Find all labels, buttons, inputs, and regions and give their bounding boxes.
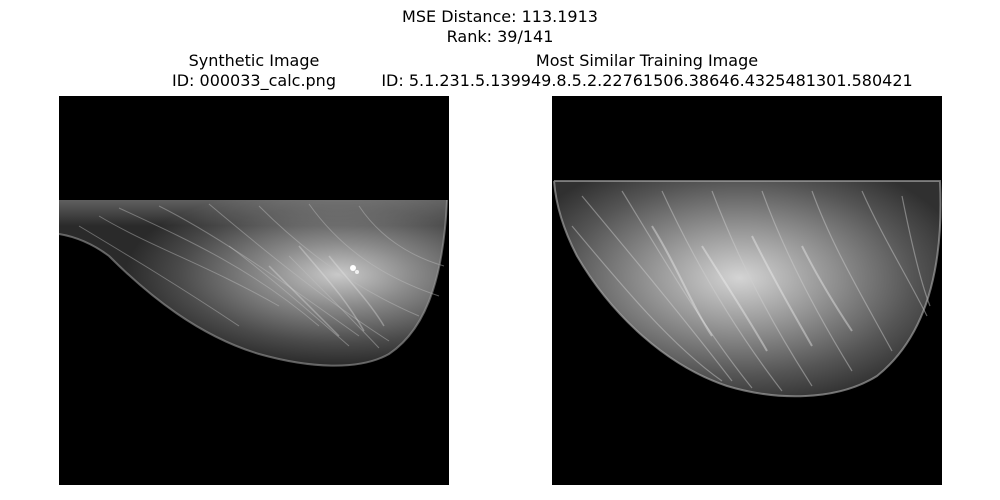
training-image-title: Most Similar Training Image ID: 5.1.231.…: [381, 51, 1000, 91]
figure-suptitle: MSE Distance: 113.1913 Rank: 39/141: [0, 7, 1000, 47]
synthetic-image-title: Synthetic Image ID: 000033_calc.png: [59, 51, 449, 91]
synthetic-image-label: Synthetic Image: [188, 51, 320, 70]
synthetic-mammogram-image: [59, 96, 449, 485]
training-image-id: ID: 5.1.231.5.139949.8.5.2.22761506.3864…: [381, 71, 913, 90]
training-image-label: Most Similar Training Image: [535, 51, 759, 70]
synthetic-image-id: ID: 000033_calc.png: [172, 71, 336, 90]
rank-text: Rank: 39/141: [446, 27, 554, 46]
training-mammogram-image: [552, 96, 942, 485]
mse-distance-text: MSE Distance: 113.1913: [402, 7, 598, 26]
